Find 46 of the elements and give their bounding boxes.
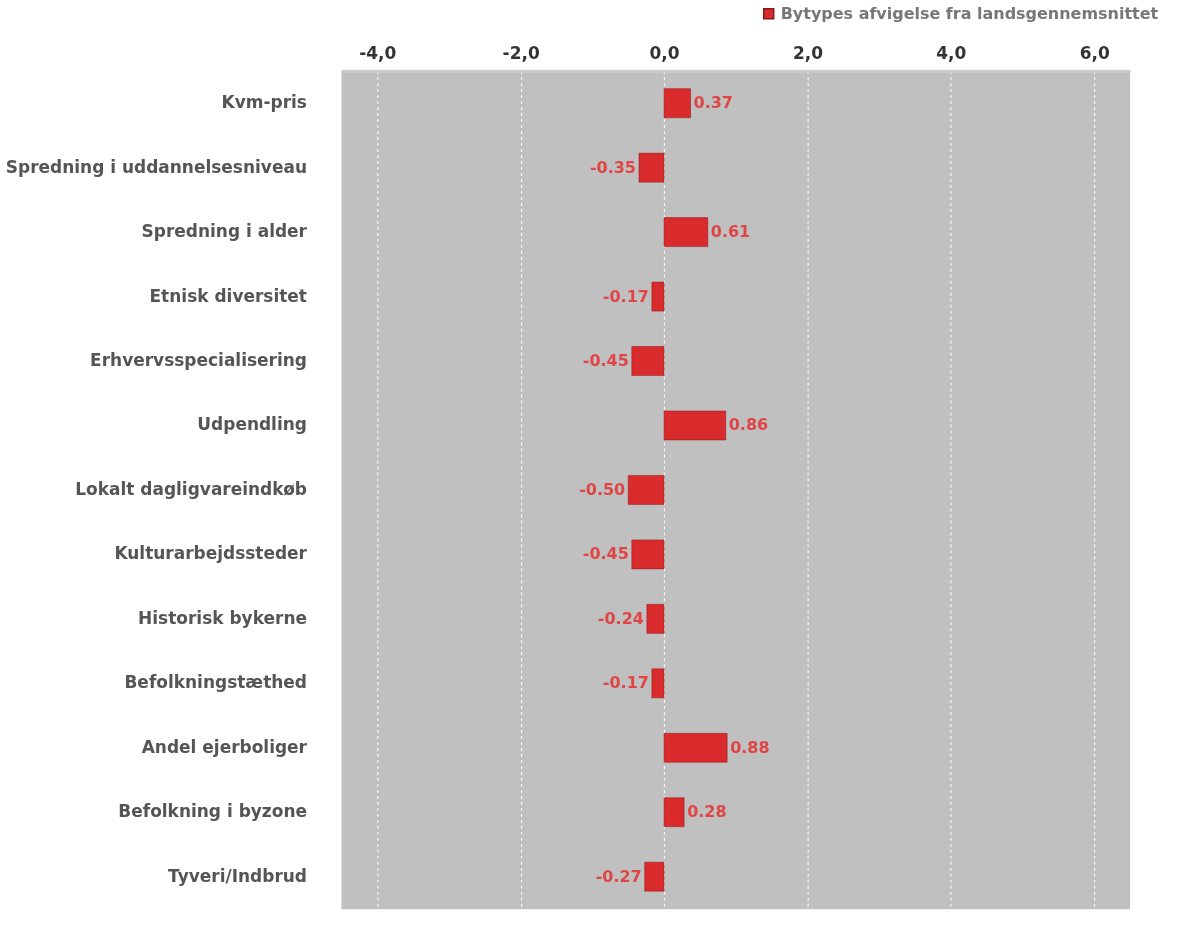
y-tick-label: Etnisk diversitet xyxy=(149,285,307,306)
y-tick-label: Spredning i alder xyxy=(141,221,308,242)
bar xyxy=(663,88,691,118)
y-tick-label: Befolkning i byzone xyxy=(118,801,307,822)
y-tick-label: Erhvervsspecialisering xyxy=(90,350,307,371)
y-tick-label: Befolkningstæthed xyxy=(124,672,307,693)
bar xyxy=(627,475,665,505)
bar xyxy=(646,604,665,634)
bar xyxy=(644,861,665,892)
data-label: 0.88 xyxy=(730,737,770,757)
data-label: 0.37 xyxy=(693,93,733,113)
data-label: -0.35 xyxy=(589,157,636,177)
bar xyxy=(663,797,685,827)
y-tick-label: Tyveri/Indbrud xyxy=(168,865,307,886)
bar xyxy=(663,733,728,763)
x-tick-label: -2,0 xyxy=(502,43,540,64)
x-tick-label: 4,0 xyxy=(936,43,967,64)
bar xyxy=(651,281,665,312)
x-tick-label: 2,0 xyxy=(792,43,823,64)
y-tick-label: Udpendling xyxy=(197,414,307,435)
y-tick-label: Historisk bykerne xyxy=(138,607,307,628)
x-tick-label: 6,0 xyxy=(1079,43,1110,64)
legend-label: Bytypes afvigelse fra landsgennemsnittet xyxy=(780,3,1159,23)
x-tick-label: -4,0 xyxy=(359,43,397,64)
data-label: -0.17 xyxy=(602,673,649,693)
bar xyxy=(631,346,665,376)
data-label: -0.50 xyxy=(579,479,626,499)
bar xyxy=(663,217,709,247)
bar xyxy=(651,668,665,699)
x-tick-label: 0,0 xyxy=(649,43,680,64)
data-label: 0.61 xyxy=(710,222,751,242)
bar xyxy=(663,410,726,441)
y-tick-label: Kvm-pris xyxy=(221,92,307,113)
data-label: -0.45 xyxy=(582,351,629,371)
bar xyxy=(631,539,665,570)
data-label: -0.27 xyxy=(595,866,642,886)
data-label: -0.17 xyxy=(602,286,649,306)
y-tick-label: Spredning i uddannelsesniveau xyxy=(5,156,307,177)
data-label: -0.24 xyxy=(597,608,644,628)
y-tick-label: Andel ejerboliger xyxy=(141,736,308,757)
data-label: 0.28 xyxy=(687,802,727,822)
y-tick-label: Kulturarbejdssteder xyxy=(114,543,308,564)
data-label: 0.86 xyxy=(728,415,769,435)
data-label: -0.45 xyxy=(582,544,629,564)
y-tick-label: Lokalt dagligvareindkøb xyxy=(75,478,307,499)
bar xyxy=(638,152,665,183)
